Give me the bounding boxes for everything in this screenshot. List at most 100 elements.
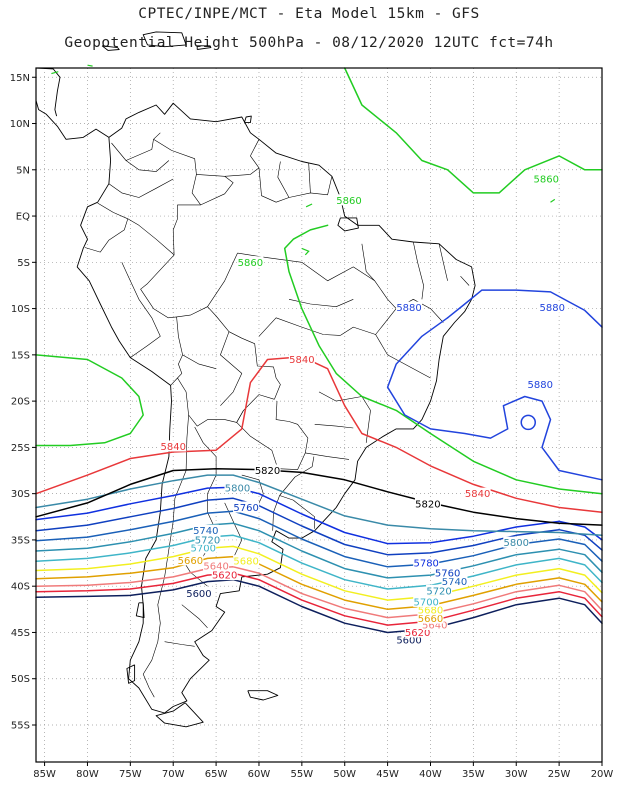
contour-label-bg — [233, 501, 260, 513]
contour-5600 — [35, 578, 603, 634]
border-line — [460, 275, 470, 286]
contour-label-bg — [233, 555, 260, 567]
contour-label-bg — [224, 482, 251, 494]
contour-label-5700: 5700 — [191, 544, 216, 555]
lon-label: 40W — [419, 769, 442, 780]
contour-5660 — [35, 555, 603, 611]
coastline — [247, 690, 279, 701]
green-feature — [51, 71, 59, 75]
contour-label-bg — [539, 301, 566, 313]
contour-label-5800: 5800 — [225, 484, 250, 495]
coastline — [101, 45, 120, 51]
contour-label-5640: 5640 — [422, 621, 447, 632]
map-frame — [35, 67, 603, 763]
contour-label-bg — [211, 569, 238, 581]
border-line — [140, 254, 183, 386]
lat-label: 45S — [11, 628, 30, 639]
border-line — [125, 160, 170, 172]
map-title-line1: CPTEC/INPE/MCT - Eta Model 15km - GFS — [138, 6, 480, 22]
contour-label-bg — [527, 378, 554, 390]
contour-label-5680: 5680 — [418, 606, 443, 617]
contour-label-5600: 5600 — [186, 589, 211, 600]
lat-label: 10S — [11, 304, 30, 315]
coastline — [155, 702, 204, 728]
lon-label: 70W — [162, 769, 185, 780]
contour-5640 — [35, 566, 603, 619]
contour-label-bg — [417, 612, 444, 624]
contour-5680 — [35, 545, 603, 601]
lon-label: 45W — [376, 769, 399, 780]
border-line — [97, 139, 201, 256]
border-line — [308, 163, 311, 193]
green-feature — [301, 247, 310, 256]
coastline — [135, 602, 145, 619]
contour-label-5680: 5680 — [233, 557, 258, 568]
border-line — [220, 331, 243, 406]
coastline — [337, 217, 359, 232]
grid-lines — [36, 68, 603, 762]
border-line — [318, 391, 371, 443]
lat-label: 55S — [11, 720, 30, 731]
border-line — [258, 167, 333, 203]
contour-label-bg — [441, 575, 468, 587]
lon-label: 20W — [591, 769, 614, 780]
contour-label-5860: 5860 — [238, 258, 263, 269]
border-line — [340, 326, 431, 379]
contour-5800 — [35, 474, 603, 537]
border-line — [277, 161, 290, 198]
contour-label-5880: 5880 — [528, 380, 553, 391]
contour-5780 — [35, 486, 603, 545]
contour-label-bg — [177, 554, 204, 566]
lon-label: 65W — [205, 769, 228, 780]
lon-label: 80W — [76, 769, 99, 780]
contour-label-5760: 5760 — [233, 503, 258, 514]
contour-label-bg — [190, 542, 217, 554]
contour-label-5820: 5820 — [415, 499, 440, 510]
contour-label-5640: 5640 — [203, 561, 228, 572]
coastline — [243, 115, 252, 124]
contour-label-bg — [396, 301, 423, 313]
lat-label: 30S — [11, 489, 30, 500]
contour-5860 — [283, 224, 603, 495]
contour-5880 — [386, 317, 603, 481]
border-line — [314, 424, 354, 429]
green-feature — [87, 64, 93, 67]
lon-label: 30W — [505, 769, 528, 780]
lon-label: 60W — [248, 769, 271, 780]
contour-5860 — [343, 67, 603, 194]
contour-label-bg — [160, 440, 187, 452]
contour-label-bg — [254, 464, 281, 476]
border-line — [121, 262, 161, 358]
contour-5880 — [446, 289, 603, 328]
lat-label: 15S — [11, 350, 30, 361]
contour-label-bg — [192, 524, 219, 536]
lon-label: 85W — [33, 769, 56, 780]
lat-label: 5N — [16, 165, 30, 176]
border-line — [176, 306, 281, 400]
coastline — [35, 67, 61, 117]
coastline — [126, 664, 136, 684]
contour-label-5840: 5840 — [465, 489, 490, 500]
contour-label-5720: 5720 — [195, 535, 220, 546]
contour-label-5840: 5840 — [160, 442, 185, 453]
coastline — [76, 102, 476, 714]
contour-label-5880: 5880 — [540, 303, 565, 314]
border-line — [375, 299, 444, 335]
coastline — [142, 31, 187, 48]
contour-5880-closed — [520, 414, 536, 431]
contour-label-5740: 5740 — [193, 526, 218, 537]
lon-label: 50W — [333, 769, 356, 780]
contour-label-5660: 5660 — [178, 556, 203, 567]
border-line — [108, 178, 174, 198]
lon-label: 75W — [119, 769, 142, 780]
contour-label-bg — [413, 557, 440, 569]
border-line — [438, 243, 448, 281]
contour-label-bg — [396, 633, 423, 645]
axis-labels: 15N 10N 5N EQ 5S 10S 15S 20S 25S 30S 35S 40S 45S 50S 5… — [10, 73, 614, 780]
coastline — [35, 100, 110, 140]
contour-label-bg — [533, 173, 560, 185]
contour-label-5860: 5860 — [336, 196, 361, 207]
contour-lines: 5600560056205620564056405660566056805680… — [35, 67, 603, 646]
contour-label-5860: 5860 — [534, 175, 559, 186]
